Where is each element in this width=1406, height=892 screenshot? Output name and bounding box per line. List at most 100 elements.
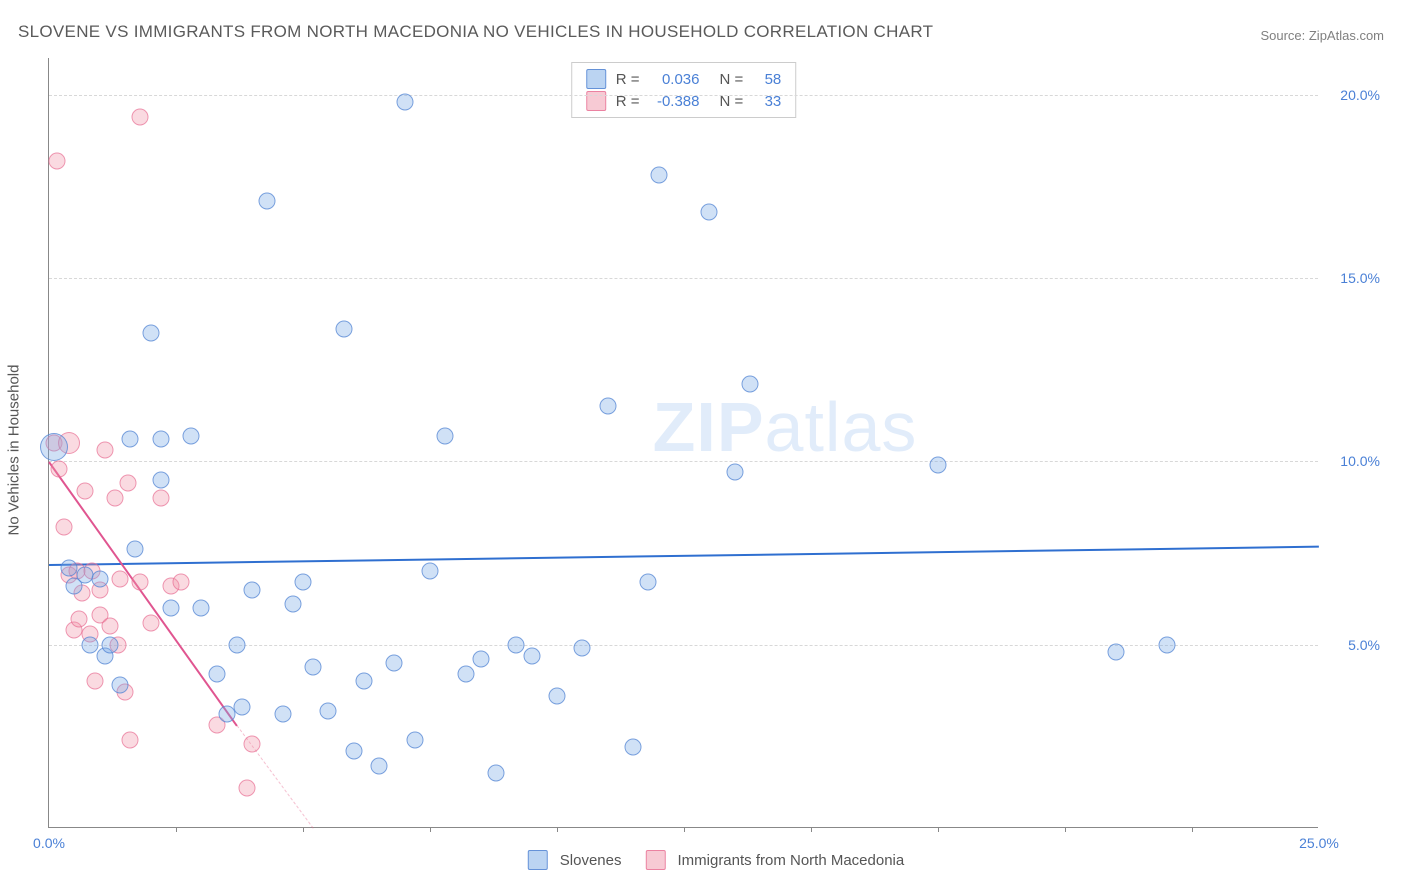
stats-legend-row-pink: R = -0.388 N = 33 bbox=[586, 90, 782, 112]
scatter-point bbox=[320, 702, 337, 719]
scatter-point bbox=[239, 779, 256, 796]
y-tick-label: 15.0% bbox=[1340, 270, 1380, 286]
scatter-point bbox=[742, 376, 759, 393]
scatter-point bbox=[259, 193, 276, 210]
scatter-point bbox=[625, 739, 642, 756]
x-tick-mark bbox=[557, 827, 558, 832]
x-tick-mark bbox=[176, 827, 177, 832]
scatter-point bbox=[549, 688, 566, 705]
scatter-point bbox=[152, 490, 169, 507]
scatter-point bbox=[335, 321, 352, 338]
x-tick-mark bbox=[1192, 827, 1193, 832]
scatter-point bbox=[726, 464, 743, 481]
scatter-point bbox=[406, 732, 423, 749]
scatter-point bbox=[599, 398, 616, 415]
scatter-point bbox=[345, 743, 362, 760]
scatter-point bbox=[295, 574, 312, 591]
scatter-point bbox=[234, 699, 251, 716]
source-attribution: Source: ZipAtlas.com bbox=[1260, 28, 1384, 43]
scatter-point bbox=[119, 475, 136, 492]
scatter-point bbox=[81, 636, 98, 653]
scatter-point bbox=[284, 596, 301, 613]
series-legend: Slovenes Immigrants from North Macedonia bbox=[528, 850, 904, 870]
scatter-point bbox=[162, 600, 179, 617]
legend-item-blue: Slovenes bbox=[528, 850, 622, 870]
scatter-point bbox=[48, 152, 65, 169]
r-value-blue: 0.036 bbox=[650, 71, 700, 88]
scatter-point bbox=[650, 167, 667, 184]
scatter-point bbox=[208, 666, 225, 683]
n-value-blue: 58 bbox=[753, 71, 781, 88]
scatter-point bbox=[228, 636, 245, 653]
scatter-point bbox=[173, 574, 190, 591]
scatter-point bbox=[132, 574, 149, 591]
plot-area: ZIPatlas R = 0.036 N = 58 R = -0.388 N =… bbox=[48, 58, 1318, 828]
scatter-point bbox=[523, 647, 540, 664]
scatter-point bbox=[457, 666, 474, 683]
scatter-point bbox=[574, 640, 591, 657]
legend-item-pink: Immigrants from North Macedonia bbox=[645, 850, 904, 870]
scatter-point bbox=[142, 325, 159, 342]
scatter-point bbox=[422, 563, 439, 580]
scatter-point bbox=[91, 570, 108, 587]
legend-label-pink: Immigrants from North Macedonia bbox=[677, 852, 904, 869]
scatter-point bbox=[472, 651, 489, 668]
stats-legend: R = 0.036 N = 58 R = -0.388 N = 33 bbox=[571, 62, 797, 118]
scatter-point bbox=[396, 94, 413, 111]
scatter-point bbox=[76, 482, 93, 499]
scatter-point bbox=[1158, 636, 1175, 653]
legend-swatch-pink bbox=[645, 850, 665, 870]
x-tick-mark bbox=[430, 827, 431, 832]
x-tick-mark bbox=[684, 827, 685, 832]
scatter-point bbox=[101, 636, 118, 653]
scatter-point bbox=[40, 433, 68, 461]
stats-legend-row-blue: R = 0.036 N = 58 bbox=[586, 68, 782, 90]
x-tick-mark bbox=[938, 827, 939, 832]
scatter-point bbox=[437, 427, 454, 444]
legend-label-blue: Slovenes bbox=[560, 852, 622, 869]
scatter-point bbox=[152, 471, 169, 488]
y-axis-label: No Vehicles in Household bbox=[6, 365, 23, 536]
scatter-point bbox=[122, 732, 139, 749]
scatter-point bbox=[193, 600, 210, 617]
scatter-point bbox=[86, 673, 103, 690]
scatter-point bbox=[51, 460, 68, 477]
scatter-point bbox=[274, 706, 291, 723]
chart-container: No Vehicles in Household ZIPatlas R = 0.… bbox=[48, 58, 1384, 842]
scatter-point bbox=[930, 457, 947, 474]
r-label: R = bbox=[616, 71, 640, 88]
y-tick-label: 20.0% bbox=[1340, 87, 1380, 103]
scatter-point bbox=[122, 431, 139, 448]
y-tick-label: 10.0% bbox=[1340, 453, 1380, 469]
scatter-point bbox=[107, 490, 124, 507]
scatter-point bbox=[508, 636, 525, 653]
n-label: N = bbox=[720, 71, 744, 88]
chart-title: SLOVENE VS IMMIGRANTS FROM NORTH MACEDON… bbox=[18, 22, 933, 42]
scatter-point bbox=[142, 614, 159, 631]
scatter-point bbox=[640, 574, 657, 591]
x-tick-mark bbox=[811, 827, 812, 832]
legend-swatch-blue bbox=[528, 850, 548, 870]
scatter-point bbox=[1107, 644, 1124, 661]
scatter-point bbox=[76, 567, 93, 584]
scatter-point bbox=[701, 204, 718, 221]
x-tick-label: 0.0% bbox=[33, 835, 65, 851]
scatter-point bbox=[183, 427, 200, 444]
scatter-point bbox=[112, 677, 129, 694]
scatter-point bbox=[244, 581, 261, 598]
scatter-point bbox=[56, 519, 73, 536]
scatter-point bbox=[127, 541, 144, 558]
scatter-point bbox=[386, 655, 403, 672]
gridline bbox=[49, 461, 1318, 462]
watermark: ZIPatlas bbox=[653, 387, 918, 467]
y-tick-label: 5.0% bbox=[1348, 637, 1380, 653]
scatter-point bbox=[101, 618, 118, 635]
scatter-point bbox=[244, 735, 261, 752]
x-tick-mark bbox=[303, 827, 304, 832]
scatter-point bbox=[371, 757, 388, 774]
scatter-point bbox=[112, 570, 129, 587]
scatter-point bbox=[132, 108, 149, 125]
scatter-point bbox=[96, 442, 113, 459]
scatter-point bbox=[355, 673, 372, 690]
scatter-point bbox=[305, 658, 322, 675]
